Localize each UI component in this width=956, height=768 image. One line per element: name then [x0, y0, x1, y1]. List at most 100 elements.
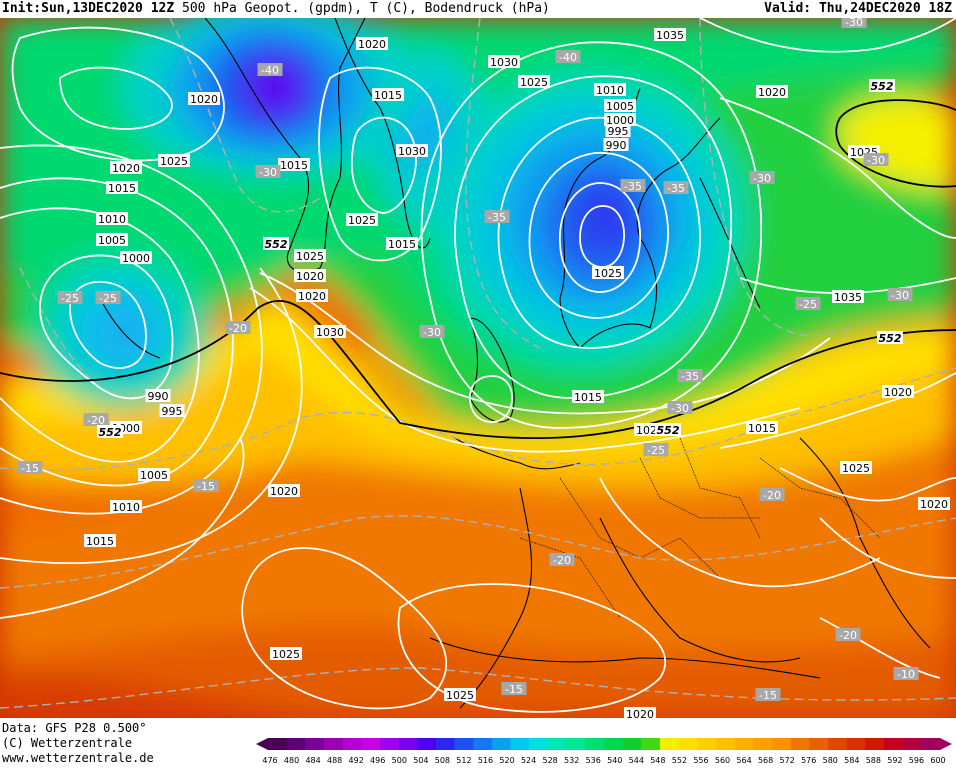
colorbar-tick: 488 — [327, 756, 342, 765]
svg-text:-20: -20 — [87, 414, 105, 427]
svg-text:-35: -35 — [681, 370, 699, 383]
svg-text:-35: -35 — [667, 182, 685, 195]
svg-text:-20: -20 — [553, 554, 571, 567]
pressure-label: 1030 — [314, 325, 346, 339]
pressure-label: 1025 — [158, 154, 190, 168]
colorbar-tick: 552 — [672, 756, 687, 765]
pressure-label: 1015 — [746, 421, 778, 435]
temperature-label: -35 — [484, 210, 510, 224]
colorbar-tick: 524 — [521, 756, 536, 765]
colorbar-tick: 564 — [736, 756, 751, 765]
colorbar-tick: 492 — [349, 756, 364, 765]
temperature-label: -25 — [95, 291, 121, 305]
geopot-labels: 552 552 552 552 552 — [97, 79, 903, 439]
temperature-label: -20 — [759, 488, 785, 502]
temperature-label: -20 — [83, 413, 109, 427]
svg-text:552: 552 — [879, 332, 902, 345]
svg-text:1005: 1005 — [606, 100, 634, 113]
svg-text:1030: 1030 — [398, 145, 426, 158]
pressure-label: 1020 — [268, 484, 300, 498]
pressure-label: 1020 — [756, 85, 788, 99]
temperature-label: -25 — [57, 291, 83, 305]
svg-text:-30: -30 — [891, 289, 909, 302]
colorbar-tick: 480 — [284, 756, 299, 765]
svg-text:1015: 1015 — [374, 89, 402, 102]
temperature-labels: -40 -30 -25 -25 -20 -20 -15 -15 -35 -35 -30 -30 -40 -… — [17, 18, 919, 702]
svg-text:1020: 1020 — [298, 290, 326, 303]
svg-text:-20: -20 — [839, 629, 857, 642]
svg-text:-25: -25 — [99, 292, 117, 305]
geopot-552-contour — [0, 99, 956, 440]
colorbar-segment — [828, 738, 848, 750]
colorbar-right-arrow — [940, 738, 952, 750]
colorbar-segment — [398, 738, 418, 750]
svg-text:995: 995 — [162, 405, 183, 418]
svg-text:1000: 1000 — [606, 114, 634, 127]
svg-text:-30: -30 — [753, 172, 771, 185]
pressure-label: 1015 — [386, 237, 418, 251]
pressure-label: 1015 — [572, 390, 604, 404]
pressure-label: 1025 — [518, 75, 550, 89]
chart-title: 500 hPa Geopot. (gpdm), T (C), Bodendruc… — [182, 1, 550, 16]
temperature-label: -15 — [755, 688, 781, 702]
svg-text:1025: 1025 — [446, 689, 474, 702]
colorbar-segment — [604, 738, 624, 750]
colorbar-tick: 536 — [586, 756, 601, 765]
svg-text:-15: -15 — [21, 462, 39, 475]
svg-text:-30: -30 — [671, 402, 689, 415]
colorbar-segment — [361, 738, 381, 750]
pressure-label: 1005 — [96, 233, 128, 247]
svg-text:-25: -25 — [799, 298, 817, 311]
colorbar-segment — [884, 738, 904, 750]
website-url: www.wetterzentrale.de — [2, 751, 154, 765]
svg-text:990: 990 — [148, 390, 169, 403]
svg-text:1025: 1025 — [160, 155, 188, 168]
svg-text:1025: 1025 — [272, 648, 300, 661]
pressure-label: 1015 — [84, 534, 116, 548]
colorbar-tick: 516 — [478, 756, 493, 765]
geopotential-shading — [0, 18, 956, 718]
pressure-label: 1010 — [594, 83, 626, 97]
colorbar-tick: 600 — [930, 756, 945, 765]
colorbar-tick: 568 — [758, 756, 773, 765]
colorbar-segment — [566, 738, 586, 750]
geopot-label: 552 — [263, 237, 289, 251]
colorbar-tick: 576 — [801, 756, 816, 765]
colorbar-segment — [921, 738, 941, 750]
colorbar-tick: 588 — [866, 756, 881, 765]
pressure-label: 990 — [603, 138, 629, 152]
colorbar-segment — [324, 738, 344, 750]
geopot-label: 552 — [869, 79, 895, 93]
colorbar-segment — [585, 738, 605, 750]
geopot-label: 552 — [877, 331, 903, 345]
colorbar-segment — [846, 738, 866, 750]
colorbar-segment — [641, 738, 661, 750]
colorbar-tick: 584 — [844, 756, 859, 765]
pressure-label: 1025 — [840, 461, 872, 475]
temperature-label: -30 — [863, 153, 889, 167]
geopot-label: 552 — [97, 425, 123, 439]
svg-text:1005: 1005 — [140, 469, 168, 482]
svg-text:1020: 1020 — [112, 162, 140, 175]
colorbar-tick: 580 — [823, 756, 838, 765]
pressure-label: 1025 — [270, 647, 302, 661]
pressure-label: 1000 — [604, 113, 636, 127]
pressure-label: 1025 — [294, 249, 326, 263]
svg-text:-35: -35 — [488, 211, 506, 224]
pressure-label: 1020 — [356, 37, 388, 51]
colorbar-tick: 544 — [629, 756, 644, 765]
colorbar-left-arrow — [256, 738, 268, 750]
colorbar-tick: 500 — [392, 756, 407, 765]
svg-text:1020: 1020 — [626, 708, 654, 718]
pressure-label: 1010 — [96, 212, 128, 226]
chart-footer: Data: GFS P28 0.500° (C) Wetterzentrale … — [0, 718, 956, 768]
svg-text:-30: -30 — [423, 326, 441, 339]
svg-text:-40: -40 — [559, 51, 577, 64]
svg-text:-35: -35 — [624, 180, 642, 193]
colorbar-segment — [660, 738, 680, 750]
svg-text:1010: 1010 — [596, 84, 624, 97]
pressure-label: 1035 — [654, 28, 686, 42]
temperature-label: -20 — [225, 321, 251, 335]
